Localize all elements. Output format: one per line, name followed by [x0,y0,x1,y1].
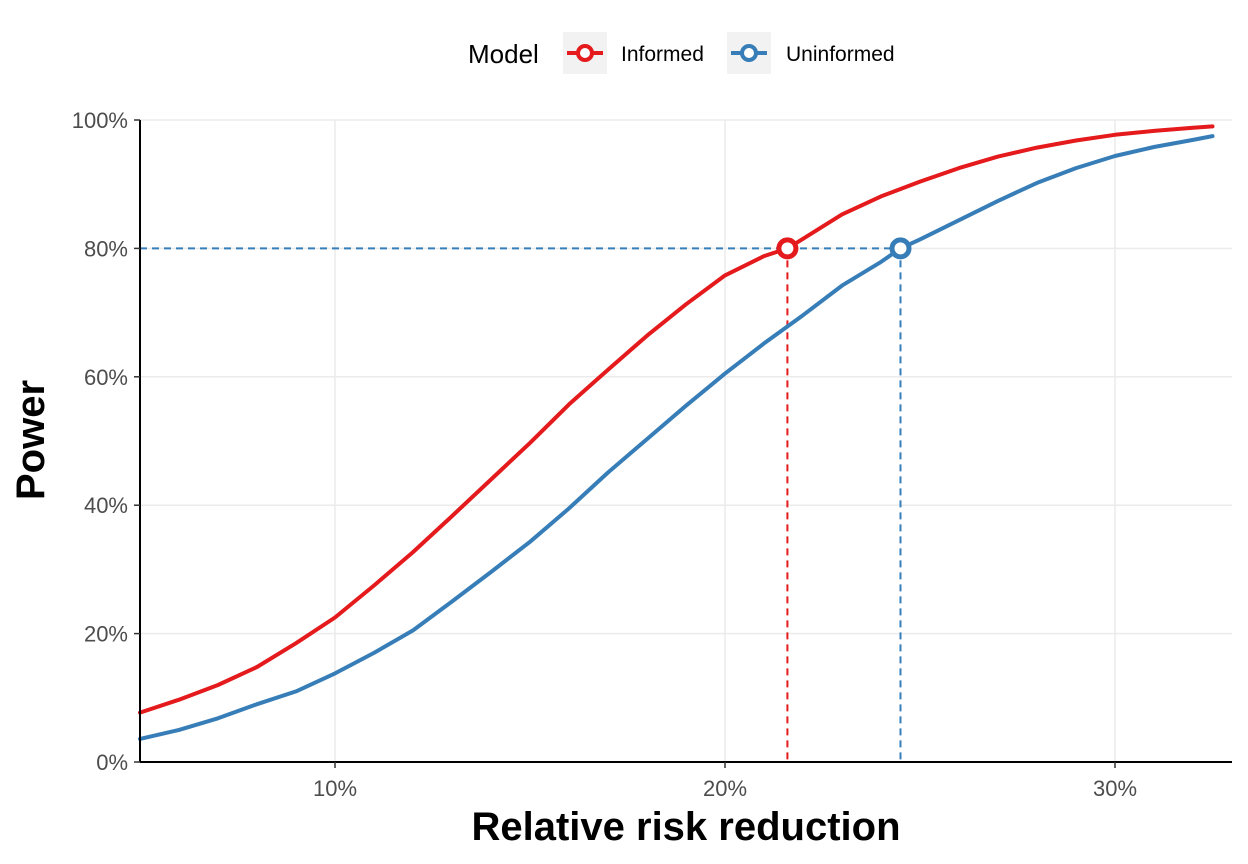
series-lines [138,124,1215,741]
gridlines [140,119,1232,763]
legend-key-point-informed [576,44,594,62]
legend-key-point-uninformed [740,44,758,62]
x-axis-ticks: 10% 20% 30% [313,762,1137,801]
x-tick-label: 10% [313,776,357,801]
y-tick-label: 40% [84,493,128,518]
axes [139,120,1232,763]
x-axis-title: Relative risk reduction [471,805,900,849]
highlight-point-uninformed [889,237,912,260]
legend-title: Model [468,39,539,69]
x-tick-label: 20% [703,776,747,801]
highlight-point-informed [776,237,799,260]
y-tick-label: 100% [72,108,128,133]
legend: Model Informed Uninformed [468,32,895,74]
series-line-uninformed [138,134,1215,741]
series-line-informed [138,124,1215,715]
y-axis-ticks: 0% 20% 40% 60% 80% 100% [72,108,140,775]
y-tick-label: 0% [96,750,128,775]
y-tick-label: 60% [84,365,128,390]
y-axis-title: Power [9,380,53,500]
legend-label-uninformed: Uninformed [786,43,895,66]
y-tick-label: 80% [84,236,128,261]
y-tick-label: 20% [84,622,128,647]
reference-lines [140,247,902,762]
highlight-markers [776,237,912,260]
legend-label-informed: Informed [621,43,704,66]
x-tick-label: 30% [1093,776,1137,801]
